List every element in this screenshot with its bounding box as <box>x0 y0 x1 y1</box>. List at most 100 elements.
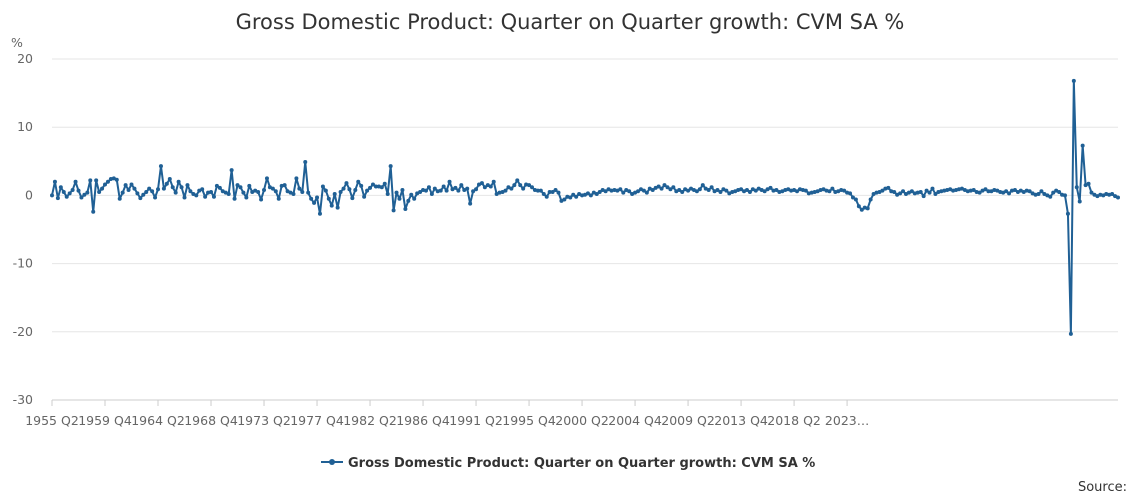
data-point[interactable] <box>85 190 90 195</box>
data-point[interactable] <box>97 189 102 194</box>
data-point[interactable] <box>335 205 340 210</box>
data-point[interactable] <box>830 186 835 191</box>
data-point[interactable] <box>432 186 437 191</box>
data-point[interactable] <box>550 189 555 194</box>
data-point[interactable] <box>1027 189 1032 194</box>
data-point[interactable] <box>1068 331 1073 336</box>
data-point[interactable] <box>120 190 125 195</box>
data-point[interactable] <box>1080 143 1085 148</box>
data-point[interactable] <box>1089 190 1094 195</box>
data-point[interactable] <box>1007 191 1012 196</box>
data-point[interactable] <box>1048 194 1053 199</box>
data-point[interactable] <box>370 182 375 187</box>
data-point[interactable] <box>176 179 181 184</box>
data-point[interactable] <box>58 185 63 190</box>
data-point[interactable] <box>898 191 903 196</box>
data-point[interactable] <box>103 182 108 187</box>
data-point[interactable] <box>332 192 337 197</box>
data-point[interactable] <box>621 190 626 195</box>
data-point[interactable] <box>859 207 864 212</box>
data-point[interactable] <box>129 182 134 187</box>
data-point[interactable] <box>226 192 231 197</box>
data-point[interactable] <box>744 187 749 192</box>
data-point[interactable] <box>868 197 873 202</box>
data-point[interactable] <box>323 188 328 193</box>
data-point[interactable] <box>256 189 261 194</box>
data-point[interactable] <box>930 186 935 191</box>
data-point[interactable] <box>297 186 302 191</box>
data-point[interactable] <box>986 189 991 194</box>
data-point[interactable] <box>161 186 166 191</box>
data-point[interactable] <box>409 192 414 197</box>
data-point[interactable] <box>126 187 131 192</box>
data-point[interactable] <box>300 189 305 194</box>
data-point[interactable] <box>709 185 714 190</box>
data-point[interactable] <box>659 186 664 191</box>
data-point[interactable] <box>503 188 508 193</box>
data-point[interactable] <box>55 196 60 201</box>
data-point[interactable] <box>1074 185 1079 190</box>
data-point[interactable] <box>668 187 673 192</box>
data-point[interactable] <box>185 183 190 188</box>
data-point[interactable] <box>1116 195 1120 200</box>
data-point[interactable] <box>697 187 702 192</box>
data-point[interactable] <box>194 193 199 198</box>
data-point[interactable] <box>100 186 105 191</box>
data-point[interactable] <box>515 178 520 183</box>
data-point[interactable] <box>147 186 152 191</box>
data-point[interactable] <box>618 187 623 192</box>
data-point[interactable] <box>636 189 641 194</box>
data-point[interactable] <box>465 186 470 191</box>
data-point[interactable] <box>518 183 523 188</box>
data-point[interactable] <box>353 187 358 192</box>
data-point[interactable] <box>238 185 243 190</box>
data-point[interactable] <box>294 176 299 181</box>
data-point[interactable] <box>170 185 175 190</box>
data-point[interactable] <box>509 186 514 191</box>
data-point[interactable] <box>232 196 237 201</box>
data-point[interactable] <box>306 190 311 195</box>
data-point[interactable] <box>594 192 599 197</box>
data-point[interactable] <box>474 187 479 192</box>
data-point[interactable] <box>264 176 269 181</box>
data-point[interactable] <box>753 188 758 193</box>
data-point[interactable] <box>853 197 858 202</box>
data-point[interactable] <box>983 187 988 192</box>
data-point[interactable] <box>229 168 234 173</box>
data-point[interactable] <box>217 185 222 190</box>
data-point[interactable] <box>768 185 773 190</box>
legend[interactable]: Gross Domestic Product: Quarter on Quart… <box>321 456 815 471</box>
data-point[interactable] <box>276 196 281 201</box>
data-point[interactable] <box>1086 181 1091 186</box>
data-point[interactable] <box>423 188 428 193</box>
data-point[interactable] <box>747 189 752 194</box>
data-point[interactable] <box>303 159 308 164</box>
data-point[interactable] <box>94 178 99 183</box>
data-point[interactable] <box>173 190 178 195</box>
data-point[interactable] <box>150 189 155 194</box>
data-point[interactable] <box>362 194 367 199</box>
data-point[interactable] <box>739 187 744 192</box>
data-point[interactable] <box>1071 78 1076 83</box>
data-point[interactable] <box>488 184 493 189</box>
data-point[interactable] <box>627 189 632 194</box>
data-point[interactable] <box>418 189 423 194</box>
data-point[interactable] <box>521 186 526 191</box>
data-point[interactable] <box>365 188 370 193</box>
data-point[interactable] <box>379 185 384 190</box>
data-point[interactable] <box>512 183 517 188</box>
data-point[interactable] <box>971 187 976 192</box>
data-point[interactable] <box>1004 189 1009 194</box>
data-point[interactable] <box>441 184 446 189</box>
data-point[interactable] <box>1062 193 1067 198</box>
data-point[interactable] <box>123 183 128 188</box>
data-point[interactable] <box>556 190 561 195</box>
data-point[interactable] <box>329 203 334 208</box>
data-point[interactable] <box>700 183 705 188</box>
data-point[interactable] <box>662 183 667 188</box>
data-point[interactable] <box>429 192 434 197</box>
data-point[interactable] <box>1036 192 1041 197</box>
data-point[interactable] <box>326 196 331 201</box>
data-point[interactable] <box>892 189 897 194</box>
data-point[interactable] <box>317 211 322 216</box>
